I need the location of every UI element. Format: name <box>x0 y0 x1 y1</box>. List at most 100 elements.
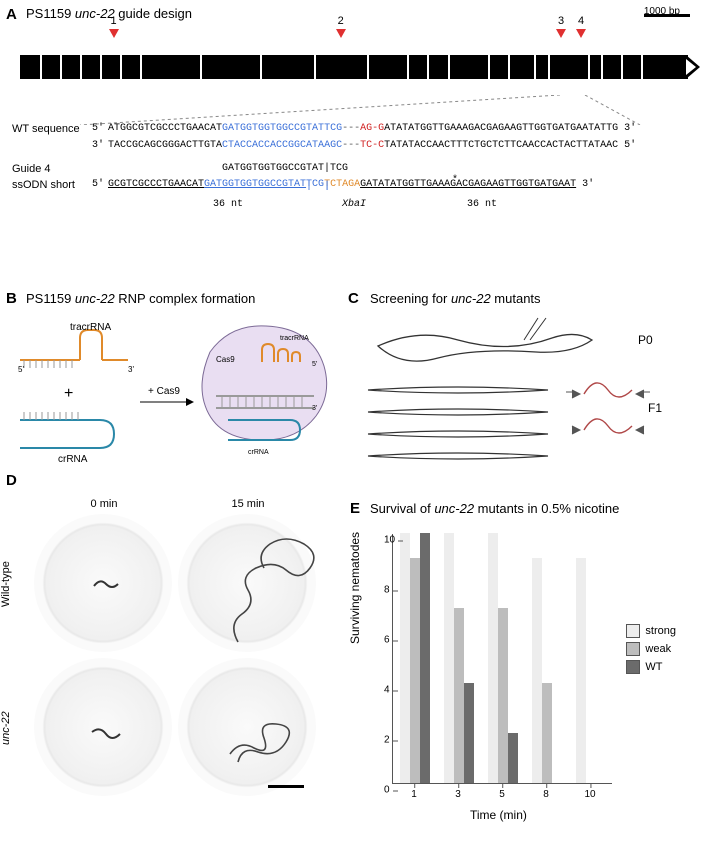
guide-marker-icon <box>109 29 119 38</box>
panel-d-label: D <box>6 472 17 489</box>
intron-mark <box>588 47 590 87</box>
intron-mark <box>621 47 623 87</box>
svg-text:3': 3' <box>312 405 317 412</box>
legend-label: weak <box>645 643 671 655</box>
tracr-label: tracrRNA <box>70 322 111 333</box>
screening-svg: P0 F1 <box>348 312 698 470</box>
panel-b-title: PS1159 unc-22 RNP complex formation <box>26 291 255 306</box>
bar <box>454 608 464 783</box>
ytick: 6 <box>384 635 390 646</box>
col-0min: 0 min <box>34 498 174 510</box>
guide4-label: Guide 4 <box>12 161 92 178</box>
ytick: 4 <box>384 685 390 696</box>
star: * <box>452 173 458 188</box>
legend-label: WT <box>645 661 662 673</box>
bar <box>444 533 454 783</box>
wt-top-row: WT sequence 5' ATGGCGTCGCCCTGAACATGATGGT… <box>12 121 696 138</box>
xtick: 5 <box>499 789 505 800</box>
wt-label: WT sequence <box>12 121 92 138</box>
guide-marker-label: 4 <box>578 15 584 27</box>
panel-a: A PS1159 unc-22 guide design 1000 bp 123… <box>0 6 708 194</box>
ylabel: Surviving nematodes <box>348 532 362 644</box>
intron-mark <box>60 47 62 87</box>
xtick: 10 <box>584 789 595 800</box>
panel-c-title: Screening for unc-22 mutants <box>370 291 541 306</box>
panel-c-diagram: P0 F1 <box>348 312 698 470</box>
guide4-row: Guide 4 GATGGTGGTGGCCGTAT|TCG <box>12 161 696 178</box>
rnp-svg: tracrRNA 5' 3' + crRNA + Cas9 <box>0 312 338 470</box>
guide-marker-icon <box>556 29 566 38</box>
plate-wt-0 <box>34 514 172 652</box>
motility-scalebar <box>268 785 304 788</box>
guide-marker-icon <box>576 29 586 38</box>
nt36a: 36 nt <box>168 197 288 212</box>
bar <box>464 683 474 783</box>
intron-mark <box>367 47 369 87</box>
ytick: 0 <box>384 785 390 796</box>
bar <box>576 558 586 783</box>
svg-text:5': 5' <box>18 365 24 374</box>
xtick: 1 <box>411 789 417 800</box>
bar <box>420 533 430 783</box>
intron-mark <box>200 47 202 87</box>
plate-wt-15 <box>178 514 316 652</box>
intron-mark <box>448 47 450 87</box>
intron-mark <box>407 47 409 87</box>
cr-label: crRNA <box>58 454 88 465</box>
ytick: 10 <box>384 535 395 546</box>
sequence-block: WT sequence 5' ATGGCGTCGCCCTGAACATGATGGT… <box>12 121 696 194</box>
guide-marker-icon <box>336 29 346 38</box>
gene-track: 1234 <box>20 47 688 87</box>
intron-mark <box>488 47 490 87</box>
panel-e-title: Survival of unc-22 mutants in 0.5% nicot… <box>370 501 619 516</box>
panel-b-diagram: tracrRNA 5' 3' + crRNA + Cas9 <box>0 312 338 470</box>
plate-unc-0 <box>34 658 172 796</box>
intron-mark <box>601 47 603 87</box>
ssodn-label: ssODN short <box>12 177 92 194</box>
intron-mark <box>80 47 82 87</box>
f1-label: F1 <box>648 401 662 415</box>
nt36b: 36 nt <box>422 197 542 212</box>
guide-marker-label: 1 <box>110 15 116 27</box>
legend-item: WT <box>626 660 676 674</box>
ytick: 2 <box>384 735 390 746</box>
legend-label: strong <box>645 625 676 637</box>
wt-top-seq: ATGGCGTCGCCCTGAACATGATGGTGGTGGCCGTAT|TCG… <box>108 121 618 138</box>
guide-marker-label: 2 <box>338 15 344 27</box>
intron-mark <box>40 47 42 87</box>
legend: strong weak WT <box>626 624 676 678</box>
motility-grid: 0 min 15 min Wild-type unc-22 <box>0 492 340 798</box>
bar <box>410 558 420 783</box>
ssodn-row: ssODN short 5' GCGTCGCCCTGAACATGATGGTGGT… <box>12 177 696 194</box>
panel-c-label: C <box>348 290 359 307</box>
panel-b: B PS1159 unc-22 RNP complex formation tr… <box>0 290 338 470</box>
legend-item: weak <box>626 642 676 656</box>
scalebar-bar <box>644 14 690 17</box>
legend-swatch <box>626 660 640 674</box>
panel-e: E Survival of unc-22 mutants in 0.5% nic… <box>350 500 700 814</box>
panel-d: D 0 min 15 min Wild-type unc-22 <box>0 472 340 798</box>
bar <box>532 558 542 783</box>
ytick: 8 <box>384 585 390 596</box>
xtick: 8 <box>543 789 549 800</box>
survival-chart: Surviving nematodes Time (min) strongwea… <box>350 524 680 814</box>
intron-mark <box>120 47 122 87</box>
bar <box>498 608 508 783</box>
panel-e-label: E <box>350 500 360 517</box>
intron-mark <box>548 47 550 87</box>
three-prime: 3' <box>618 121 634 138</box>
panel-b-label: B <box>6 290 17 307</box>
legend-swatch <box>626 624 640 638</box>
panel-a-title: PS1159 unc-22 guide design <box>26 6 192 21</box>
intron-mark <box>534 47 536 87</box>
plate-unc-15 <box>178 658 316 796</box>
row-wt: Wild-type <box>0 514 30 654</box>
xtick: 3 <box>455 789 461 800</box>
panel-c: C Screening for unc-22 mutants P0 <box>348 290 698 470</box>
intron-mark <box>100 47 102 87</box>
plus-icon: + <box>64 385 73 402</box>
cas9-plus: + Cas9 <box>148 386 180 397</box>
legend-item: strong <box>626 624 676 638</box>
five-prime: 5' <box>92 121 108 138</box>
cr2-label: crRNA <box>248 449 269 456</box>
